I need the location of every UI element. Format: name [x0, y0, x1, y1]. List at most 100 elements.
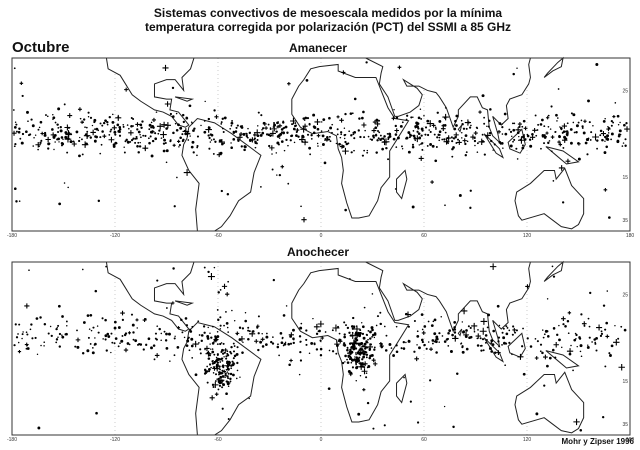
- storm-dot: [523, 134, 526, 136]
- storm-dot: [549, 128, 552, 130]
- storm-dot: [94, 337, 96, 339]
- storm-dot: [189, 135, 191, 137]
- storm-dot: [352, 133, 355, 136]
- storm-dot: [101, 130, 104, 133]
- storm-dot: [421, 340, 424, 344]
- storm-dot: [535, 412, 539, 416]
- storm-dot: [395, 344, 398, 347]
- storm-dot: [348, 350, 352, 354]
- storm-dot: [33, 136, 35, 139]
- storm-dot: [492, 149, 494, 151]
- storm-dot: [291, 123, 294, 126]
- storm-dot: [480, 344, 483, 347]
- storm-dot: [345, 142, 349, 146]
- storm-cross: [397, 65, 402, 70]
- longitude-label: 0: [320, 233, 323, 239]
- storm-dot: [505, 332, 509, 336]
- storm-dot: [82, 321, 86, 324]
- storm-dot: [581, 127, 584, 129]
- storm-dot: [453, 331, 457, 334]
- storm-dot: [279, 132, 283, 136]
- storm-dot: [359, 365, 363, 368]
- storm-dot: [573, 131, 576, 134]
- storm-dot: [151, 139, 155, 143]
- storm-dot: [182, 120, 186, 124]
- storm-cross: [557, 140, 561, 144]
- storm-cross: [512, 327, 517, 332]
- storm-dot: [395, 116, 399, 120]
- storm-dot: [193, 127, 196, 130]
- storm-dot: [513, 138, 516, 141]
- storm-dot: [209, 141, 212, 143]
- storm-dot: [131, 323, 135, 327]
- storm-dot: [381, 137, 385, 140]
- storm-dot: [365, 333, 368, 336]
- storm-dot: [275, 152, 278, 154]
- storm-dot: [361, 358, 364, 361]
- storm-dot: [434, 332, 436, 335]
- storm-dot: [365, 356, 368, 359]
- storm-cross: [171, 301, 175, 305]
- storm-dot: [548, 140, 551, 142]
- storm-dot: [412, 116, 414, 119]
- storm-dot: [76, 345, 80, 349]
- storm-dot: [215, 363, 219, 367]
- storm-dot: [142, 134, 145, 137]
- storm-dot: [225, 355, 228, 358]
- storm-dot: [208, 367, 211, 371]
- storm-dot: [376, 315, 380, 318]
- storm-cross: [226, 381, 231, 385]
- storm-dot: [67, 131, 71, 135]
- storm-dot: [577, 121, 580, 124]
- storm-dot: [233, 345, 236, 347]
- storm-dot: [564, 324, 567, 328]
- storm-dot: [299, 351, 302, 354]
- storm-dot: [371, 293, 374, 295]
- storm-dot: [383, 325, 386, 328]
- storm-dot: [416, 130, 419, 133]
- storm-dot: [160, 137, 163, 139]
- storm-dot: [97, 129, 100, 132]
- storm-cross: [40, 131, 44, 136]
- storm-cross: [108, 136, 115, 143]
- storm-dot: [566, 122, 569, 125]
- storm-dot: [216, 354, 219, 357]
- storm-dot: [52, 113, 54, 116]
- storm-dot: [66, 151, 69, 154]
- storm-dot: [132, 137, 135, 140]
- storm-dot: [78, 139, 81, 143]
- storm-dot: [126, 342, 130, 345]
- storm-dot: [185, 116, 189, 120]
- storm-dot: [464, 134, 468, 138]
- storm-dot: [462, 127, 466, 130]
- storm-cross: [17, 349, 22, 354]
- storm-dot: [344, 361, 346, 363]
- storm-dot: [280, 140, 284, 143]
- storm-dot: [497, 336, 501, 339]
- storm-dot: [514, 331, 517, 334]
- storm-dot: [543, 384, 546, 387]
- storm-cross: [358, 361, 362, 365]
- storm-dot: [13, 187, 17, 191]
- storm-dot: [227, 372, 230, 375]
- storm-dot: [536, 129, 539, 131]
- storm-dot: [144, 147, 147, 150]
- storm-dot: [498, 324, 501, 327]
- storm-cross: [142, 318, 147, 323]
- storm-dot: [331, 329, 334, 332]
- storm-dot: [164, 142, 167, 145]
- storm-dot: [249, 333, 251, 335]
- storm-dot: [388, 343, 392, 346]
- storm-dot: [353, 326, 356, 329]
- storm-dot: [401, 145, 403, 148]
- storm-dot: [355, 362, 357, 365]
- storm-cross: [553, 342, 559, 348]
- storm-dot: [526, 337, 529, 340]
- storm-dot: [89, 116, 93, 119]
- storm-dot: [207, 270, 210, 274]
- storm-dot: [219, 151, 223, 155]
- storm-dot: [353, 137, 356, 140]
- storm-dot: [277, 343, 279, 346]
- storm-dot: [351, 366, 355, 369]
- storm-dot: [397, 136, 400, 140]
